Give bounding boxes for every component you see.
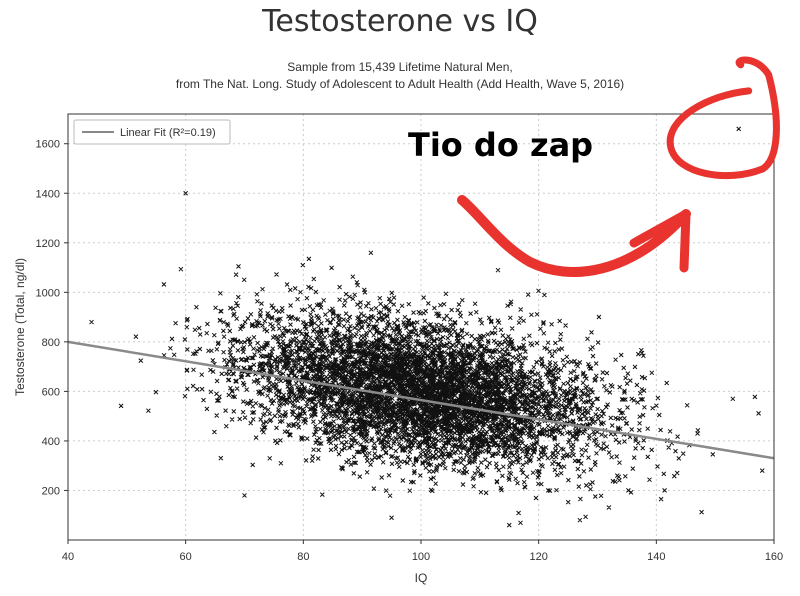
y-tick-label: 1400 — [36, 188, 60, 200]
scatter-points — [89, 126, 765, 528]
fit-line-group — [67, 340, 775, 460]
x-tick-label: 80 — [297, 551, 309, 563]
x-axis-label: IQ — [415, 571, 428, 585]
y-tick-label: 1000 — [36, 287, 60, 299]
chart-subtitle-line-1: Sample from 15,439 Lifetime Natural Men, — [287, 60, 513, 74]
y-tick-label: 1600 — [36, 139, 60, 151]
y-tick-label: 200 — [42, 485, 60, 497]
y-tick-label: 600 — [42, 386, 60, 398]
y-tick-label: 1200 — [36, 238, 60, 250]
annotation-arrowhead — [629, 209, 691, 273]
x-tick-label: 60 — [180, 551, 192, 563]
fit-line — [67, 340, 775, 460]
y-axis-label: Testosterone (Total, ng/dl) — [13, 258, 27, 396]
legend-label: Linear Fit (R²=0.19) — [120, 127, 216, 139]
y-axis-ticks: 200 400 600 800 1000 1200 1400 1600 — [36, 139, 68, 497]
y-tick-label: 800 — [42, 337, 60, 349]
chart-title: Testosterone vs IQ — [262, 4, 538, 39]
legend: Linear Fit (R²=0.19) — [73, 119, 231, 145]
x-tick-label: 100 — [412, 551, 430, 563]
x-axis-ticks: 40 60 80 100 120 140 160 — [62, 540, 783, 563]
x-tick-label: 120 — [529, 551, 547, 563]
x-tick-label: 160 — [765, 551, 783, 563]
scatter-markers — [89, 126, 765, 528]
y-tick-label: 400 — [42, 436, 60, 448]
x-tick-label: 140 — [647, 551, 665, 563]
annotation: Tio do zap — [408, 56, 780, 277]
annotation-text: Tio do zap — [408, 126, 593, 164]
legend-box — [73, 119, 231, 145]
annotation-circle — [666, 56, 780, 180]
annotation-arrow — [457, 195, 691, 277]
chart-subtitle-line-2: from The Nat. Long. Study of Adolescent … — [175, 77, 625, 91]
x-tick-label: 40 — [62, 551, 74, 563]
